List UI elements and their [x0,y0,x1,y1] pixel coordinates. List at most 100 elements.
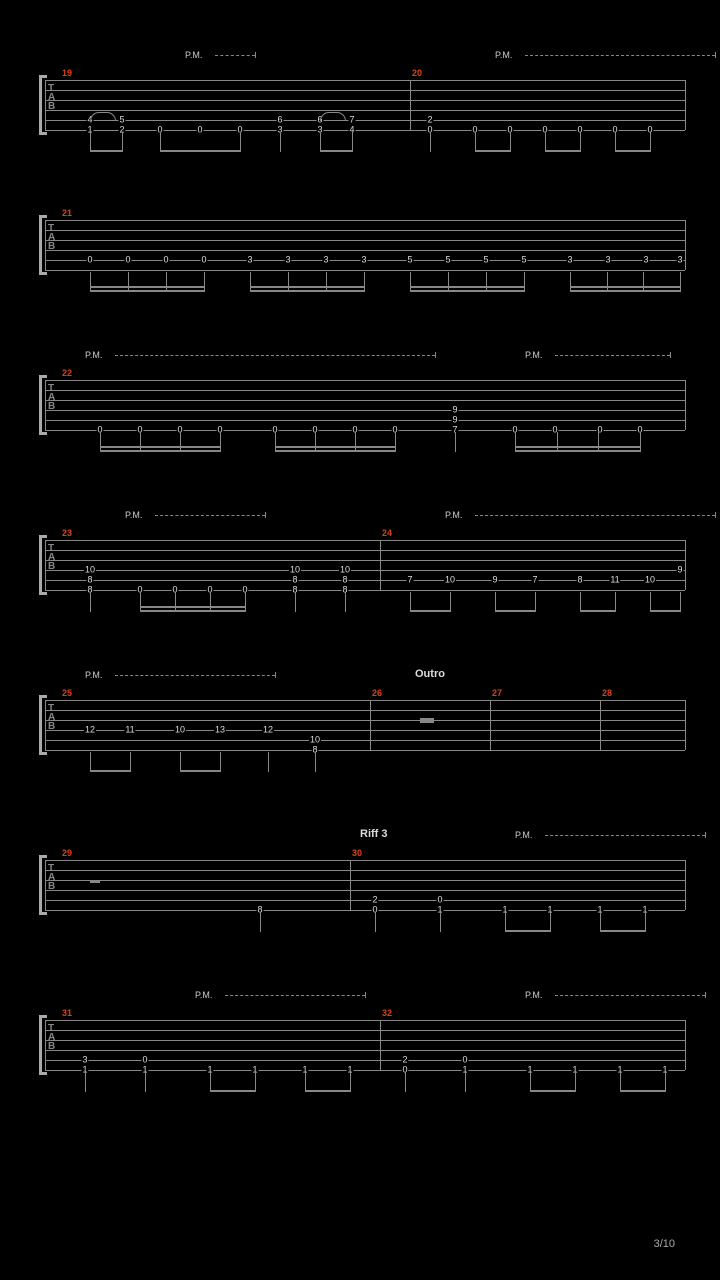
measure-number: 19 [62,68,72,78]
pm-label: P.M. [85,350,102,360]
tab-note: 13 [214,726,226,735]
measure-number: 30 [352,848,362,858]
tab-note: 9 [491,576,498,585]
measure-number: 31 [62,1008,72,1018]
measure-number: 23 [62,528,72,538]
pm-dash [555,355,670,357]
tab-system: P.M.P.M.TAB1941520006363742020000000 [45,80,685,130]
measure-number: 22 [62,368,72,378]
tab-note: 10 [309,736,321,745]
staff-bracket [39,855,42,915]
pm-label: P.M. [525,350,542,360]
staff-bracket [39,75,42,135]
tab-note: 10 [174,726,186,735]
pm-dash [475,515,715,517]
pm-label: P.M. [125,510,142,520]
tab-clef: TAB [48,704,55,731]
tab-staff: TAB210000333355553333 [45,220,685,270]
tie-arc [90,112,116,121]
measure-number: 29 [62,848,72,858]
tab-clef: TAB [48,224,55,251]
tab-note: 0 [162,256,169,265]
pm-label: P.M. [185,50,202,60]
pm-dash [115,675,275,677]
pm-label: P.M. [445,510,462,520]
tab-staff: TAB31310111113220011111 [45,1020,685,1070]
tie-arc [320,112,346,121]
tab-note: 7 [531,576,538,585]
tab-note: 0 [200,256,207,265]
tab-note: 3 [604,256,611,265]
tab-staff: TAB22000000009970000 [45,380,685,430]
tab-note: 3 [284,256,291,265]
tab-note: 2 [401,1056,408,1065]
staff-bracket [39,535,42,595]
tab-note: 3 [246,256,253,265]
tab-note: 5 [482,256,489,265]
pm-dash [545,835,705,837]
tab-note: 3 [81,1056,88,1065]
tab-note: 3 [642,256,649,265]
tab-note: 2 [371,896,378,905]
section-label: Outro [415,668,445,680]
tab-note: 0 [124,256,131,265]
tab-note: 10 [84,566,96,575]
tab-note: 11 [124,726,135,735]
tab-note: 3 [566,256,573,265]
tab-note: 7 [348,116,355,125]
tab-clef: TAB [48,1024,55,1051]
staff-bracket [39,695,42,755]
tab-note: 3 [322,256,329,265]
pm-dash [225,995,365,997]
tab-note: 8 [576,576,583,585]
tab-note: 0 [141,1056,148,1065]
staff-bracket [39,215,42,275]
pm-dash [115,355,435,357]
measure-number: 25 [62,688,72,698]
tab-note: 12 [84,726,96,735]
measure-number: 24 [382,528,392,538]
pm-label: P.M. [85,670,102,680]
tab-note: 7 [406,576,413,585]
tab-staff: TAB2983020011111 [45,860,685,910]
measure-number: 21 [62,208,72,218]
tab-note: 9 [451,416,458,425]
measure-number: 28 [602,688,612,698]
tab-note: 0 [436,896,443,905]
tab-system: P.M.P.M.TAB31310111113220011111 [45,1020,685,1070]
pm-label: P.M. [195,990,212,1000]
tab-note: 10 [339,566,351,575]
tab-note: 5 [444,256,451,265]
pm-dash [555,995,705,997]
pm-label: P.M. [525,990,542,1000]
tab-system: P.M.P.M.TAB22000000009970000 [45,380,685,430]
pm-label: P.M. [495,50,512,60]
tab-note: 6 [276,116,283,125]
tab-staff: TAB251211101312108262728 [45,700,685,750]
staff-bracket [39,1015,42,1075]
measure-number: 27 [492,688,502,698]
tab-note: 3 [360,256,367,265]
pm-dash [215,55,255,57]
staff-bracket [39,375,42,435]
tab-note: 9 [451,406,458,415]
measure-number: 26 [372,688,382,698]
tab-clef: TAB [48,544,55,571]
measure-number: 20 [412,68,422,78]
tab-clef: TAB [48,84,55,111]
pm-label: P.M. [515,830,532,840]
tab-note: 8 [291,576,298,585]
tab-system: TAB210000333355553333 [45,220,685,270]
section-label: Riff 3 [360,828,388,840]
tab-system: P.M.OutroTAB251211101312108262728 [45,700,685,750]
tab-note: 10 [289,566,301,575]
tab-staff: TAB2310880000108810882471097811109 [45,540,685,590]
page-number: 3/10 [654,1238,675,1250]
pm-dash [155,515,265,517]
tab-note: 0 [461,1056,468,1065]
tab-note: 5 [118,116,125,125]
tab-note: 11 [609,576,620,585]
tab-note: 12 [262,726,274,735]
tab-note: 8 [341,576,348,585]
tab-note: 5 [406,256,413,265]
